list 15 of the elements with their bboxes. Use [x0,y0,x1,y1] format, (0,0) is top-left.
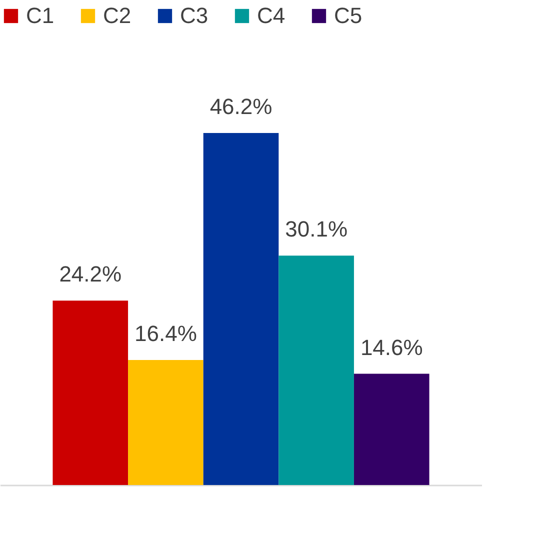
legend-label: C1 [26,3,54,28]
legend-label: C2 [103,3,132,28]
legend-label: C4 [257,3,286,28]
bar [128,360,204,485]
bar [52,300,128,485]
bar [278,256,354,485]
legend-label: C3 [180,3,208,28]
data-label: 30.1% [285,216,348,242]
bar [203,133,279,485]
data-label: 46.2% [210,94,272,119]
legend-label: C5 [334,3,362,28]
data-label: 16.4% [134,321,197,346]
data-label: 24.2% [59,262,122,287]
bar [354,374,430,485]
data-label: 14.6% [360,334,423,360]
